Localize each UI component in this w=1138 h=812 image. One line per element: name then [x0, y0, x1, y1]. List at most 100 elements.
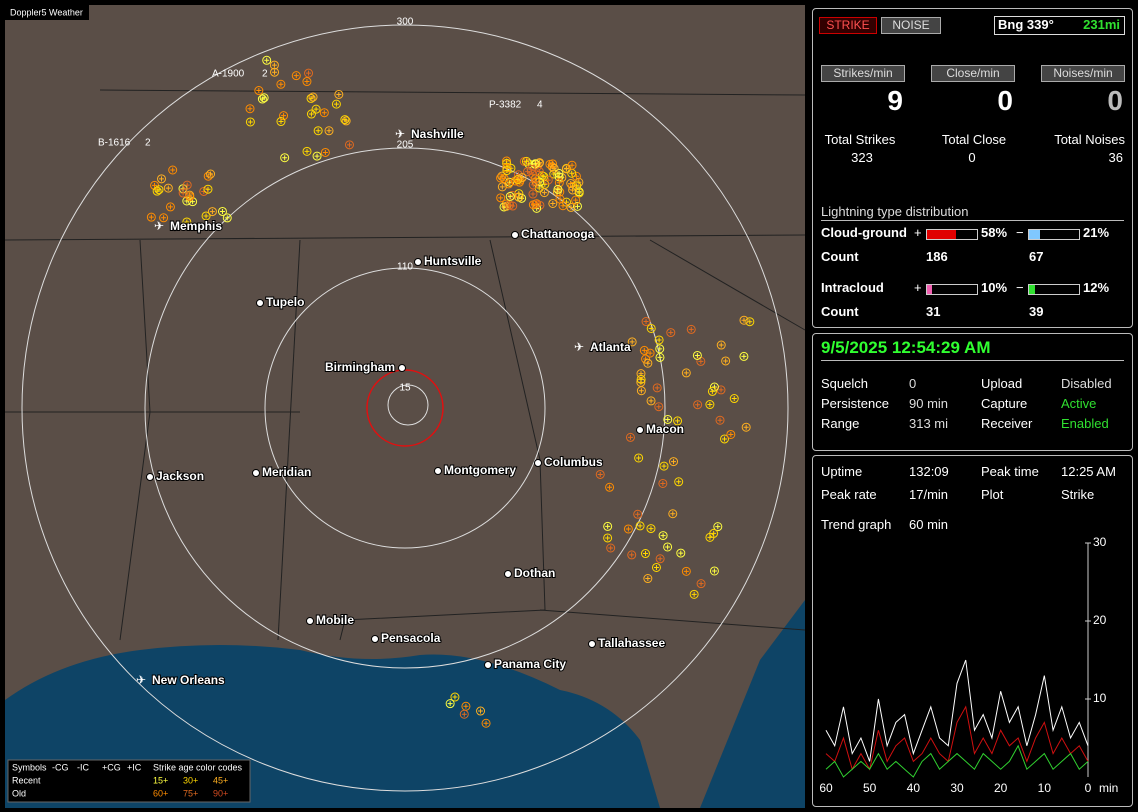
strike-symbol	[731, 396, 737, 402]
city-dot	[534, 459, 542, 467]
trend-panel: Uptime 132:09 Peak rate 17/min Peak time 12:2…	[812, 455, 1133, 807]
strike-symbol	[315, 128, 321, 134]
dist-pct: 21%	[1083, 225, 1110, 240]
legend-symbols: Symbols	[12, 762, 47, 772]
strike-symbol	[525, 169, 531, 175]
strike-symbol	[499, 184, 505, 190]
airport-icon: ✈	[574, 340, 584, 354]
total-label: Total Close	[941, 132, 1007, 147]
strike-symbol	[504, 160, 510, 166]
dist-count: 186	[926, 249, 948, 264]
strike-symbol	[568, 185, 578, 195]
strike-symbol	[501, 175, 507, 181]
strike-symbol	[655, 344, 665, 354]
rate-value: 9	[887, 85, 903, 116]
strike-symbol	[566, 202, 576, 212]
strike-symbol	[278, 81, 284, 87]
strike-symbol	[156, 187, 162, 193]
strike-symbol	[483, 720, 489, 726]
strike-symbol	[182, 196, 192, 206]
city-label: Atlanta	[590, 340, 631, 354]
distance: 231mi	[1083, 17, 1120, 32]
strike-symbol	[528, 200, 538, 210]
strike-symbol	[461, 711, 467, 717]
legend-age: 75+	[183, 788, 198, 798]
strike-symbol	[459, 709, 469, 719]
strike-symbol	[530, 191, 536, 197]
strike-symbol	[222, 213, 232, 223]
strike-symbol	[163, 183, 173, 193]
strike-symbol	[709, 528, 719, 538]
strike-symbol	[658, 478, 668, 488]
strike-symbol	[532, 161, 538, 167]
city-dot	[414, 258, 422, 266]
strike-symbol	[322, 149, 328, 155]
strike-symbol	[321, 110, 327, 116]
strike-symbol	[576, 190, 582, 196]
strike-symbol	[641, 347, 647, 353]
setting-value: Disabled	[1061, 376, 1112, 391]
strike-symbol	[568, 204, 574, 210]
strike-symbol	[695, 402, 701, 408]
strike-symbol	[506, 181, 512, 187]
strike-symbol	[505, 191, 515, 201]
strike-symbol	[686, 324, 696, 334]
strike-symbol	[629, 339, 635, 345]
ring-label: 205	[397, 140, 414, 151]
strike-symbol	[638, 388, 644, 394]
setting-label: Upload	[981, 376, 1023, 391]
strike-symbol	[566, 179, 576, 189]
strike-symbol	[206, 169, 216, 179]
strike-symbol	[716, 340, 726, 350]
ring-label: 110	[397, 262, 413, 273]
strike-symbol	[310, 94, 316, 100]
stat-value: 12:25 AM	[1061, 464, 1116, 479]
strike-symbol	[306, 109, 316, 119]
strike-symbol	[683, 370, 689, 376]
strike-symbol	[224, 215, 230, 221]
strike-symbol	[245, 117, 255, 127]
strike-symbol	[157, 174, 167, 184]
strike-symbol	[681, 566, 691, 576]
clock: 9/5/2025 12:54:29 AM	[821, 338, 991, 357]
strike-symbol	[557, 196, 563, 202]
city-label: Huntsville	[424, 254, 482, 268]
strike-symbol	[668, 330, 674, 336]
strike-symbol	[689, 589, 699, 599]
strike-symbol	[653, 564, 659, 570]
strike-symbol	[497, 171, 507, 181]
strike-symbol	[504, 168, 510, 174]
strike-symbol	[247, 106, 253, 112]
strike-symbol	[661, 463, 667, 469]
stat-label: Plot	[981, 487, 1004, 502]
city-dot	[371, 635, 379, 643]
strike-symbol	[547, 161, 553, 167]
strike-symbol	[270, 67, 280, 77]
strike-symbol	[640, 549, 650, 559]
stats-panel: STRIKE NOISE Bng 339° 231mi Strikes/min 9…	[812, 8, 1133, 328]
dist-pct: 58%	[981, 225, 1008, 240]
strike-symbol	[548, 198, 558, 208]
strike-symbol	[603, 533, 613, 543]
setting-value: 90 min	[909, 396, 949, 411]
strike-symbol	[688, 326, 694, 332]
noise-button[interactable]: NOISE	[881, 17, 941, 34]
divider	[821, 360, 1124, 361]
strike-symbol	[148, 214, 154, 220]
dist-count: 39	[1029, 304, 1044, 319]
strike-symbol	[563, 166, 569, 172]
strike-symbol	[502, 166, 512, 176]
strike-symbol	[739, 351, 749, 361]
strike-symbol	[302, 146, 312, 156]
strike-symbol	[517, 173, 527, 183]
strike-symbol	[550, 200, 556, 206]
strike-symbol	[681, 368, 691, 378]
strike-button[interactable]: STRIKE	[819, 17, 877, 34]
strike-symbol	[645, 360, 651, 366]
strike-symbol	[271, 62, 277, 68]
strike-symbol	[696, 579, 706, 589]
city-dot	[511, 231, 519, 239]
city-label: New Orleans	[152, 673, 225, 687]
strike-symbol	[161, 215, 167, 221]
city-dot	[504, 570, 512, 578]
